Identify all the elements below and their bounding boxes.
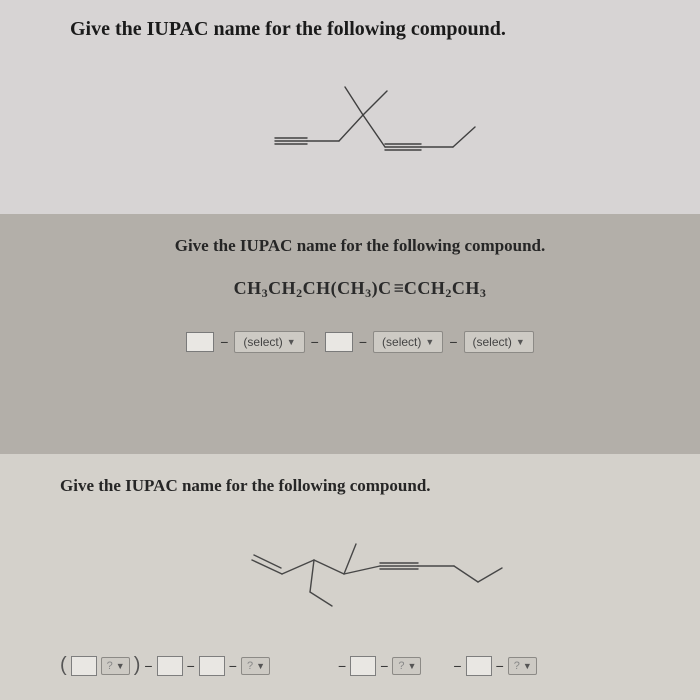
- f-seg2: CH: [268, 278, 296, 298]
- structure-1: [235, 55, 495, 195]
- p3-caret-3: ▼: [408, 661, 417, 671]
- dash-3: −: [359, 334, 367, 350]
- condensed-formula: CH3CH2CH(CH3)C≡CCH2CH3: [60, 278, 660, 301]
- select-1-label: (select): [243, 335, 282, 349]
- dash-1: −: [220, 334, 228, 350]
- p3-dash-7: −: [496, 658, 504, 674]
- paren-open: (: [60, 654, 67, 677]
- p3-dash-4: −: [338, 658, 346, 674]
- p3-select-4[interactable]: ? ▼: [508, 657, 537, 675]
- p3-input-1[interactable]: [71, 656, 97, 676]
- p3-select-3[interactable]: ? ▼: [392, 657, 421, 675]
- p3-caret-4: ▼: [523, 661, 532, 671]
- p3-caret-1: ▼: [116, 661, 125, 671]
- p3-select-2[interactable]: ? ▼: [241, 657, 270, 675]
- p3-dash-5: −: [380, 658, 388, 674]
- prompt-text-1: Give the IUPAC name for the following co…: [70, 18, 660, 41]
- select-1[interactable]: (select) ▼: [234, 331, 304, 353]
- select-2[interactable]: (select) ▼: [373, 331, 443, 353]
- f-seg5: CCH: [404, 278, 446, 298]
- answer-row-3: ( ? ▼ ) − − − ? ▼ − − ? ▼ − − ? ▼: [60, 654, 672, 677]
- locant-input-1[interactable]: [186, 332, 214, 352]
- select-2-label: (select): [382, 335, 421, 349]
- p3-dash-2: −: [187, 658, 195, 674]
- locant-input-2[interactable]: [325, 332, 353, 352]
- caret-1: ▼: [287, 337, 296, 347]
- p3-input-3[interactable]: [199, 656, 225, 676]
- p3-q4: ?: [513, 660, 521, 672]
- caret-3: ▼: [516, 337, 525, 347]
- p3-q1: ?: [106, 660, 114, 672]
- p3-q3: ?: [397, 660, 405, 672]
- prompt-text-3: Give the IUPAC name for the following co…: [60, 476, 672, 496]
- p3-input-2[interactable]: [157, 656, 183, 676]
- dash-4: −: [449, 334, 457, 350]
- p3-input-5[interactable]: [466, 656, 492, 676]
- paren-close: ): [134, 654, 141, 677]
- f-sub6: 3: [480, 286, 487, 300]
- prompt-text-2: Give the IUPAC name for the following co…: [60, 236, 660, 256]
- p3-dash-1: −: [144, 658, 152, 674]
- structure-1-wrap: [70, 55, 660, 195]
- f-triple: ≡: [394, 278, 402, 298]
- p3-q2: ?: [246, 660, 254, 672]
- structure-3-wrap: [60, 514, 672, 624]
- p3-input-4[interactable]: [350, 656, 376, 676]
- p3-dash-6: −: [453, 658, 461, 674]
- question-panel-2: Give the IUPAC name for the following co…: [0, 214, 700, 454]
- answer-row-2: − (select) ▼ − − (select) ▼ − (select) ▼: [60, 331, 660, 353]
- f-seg4: )C: [372, 278, 392, 298]
- structure-3: [206, 514, 526, 624]
- select-3[interactable]: (select) ▼: [464, 331, 534, 353]
- caret-2: ▼: [425, 337, 434, 347]
- p3-dash-3: −: [229, 658, 237, 674]
- select-3-label: (select): [473, 335, 512, 349]
- dash-2: −: [311, 334, 319, 350]
- question-panel-3: Give the IUPAC name for the following co…: [0, 454, 700, 700]
- f-seg6: CH: [452, 278, 480, 298]
- f-seg3: CH(CH: [303, 278, 366, 298]
- question-panel-1: Give the IUPAC name for the following co…: [0, 0, 700, 214]
- p3-select-1[interactable]: ? ▼: [101, 657, 130, 675]
- p3-caret-2: ▼: [256, 661, 265, 671]
- f-seg1: CH: [234, 278, 262, 298]
